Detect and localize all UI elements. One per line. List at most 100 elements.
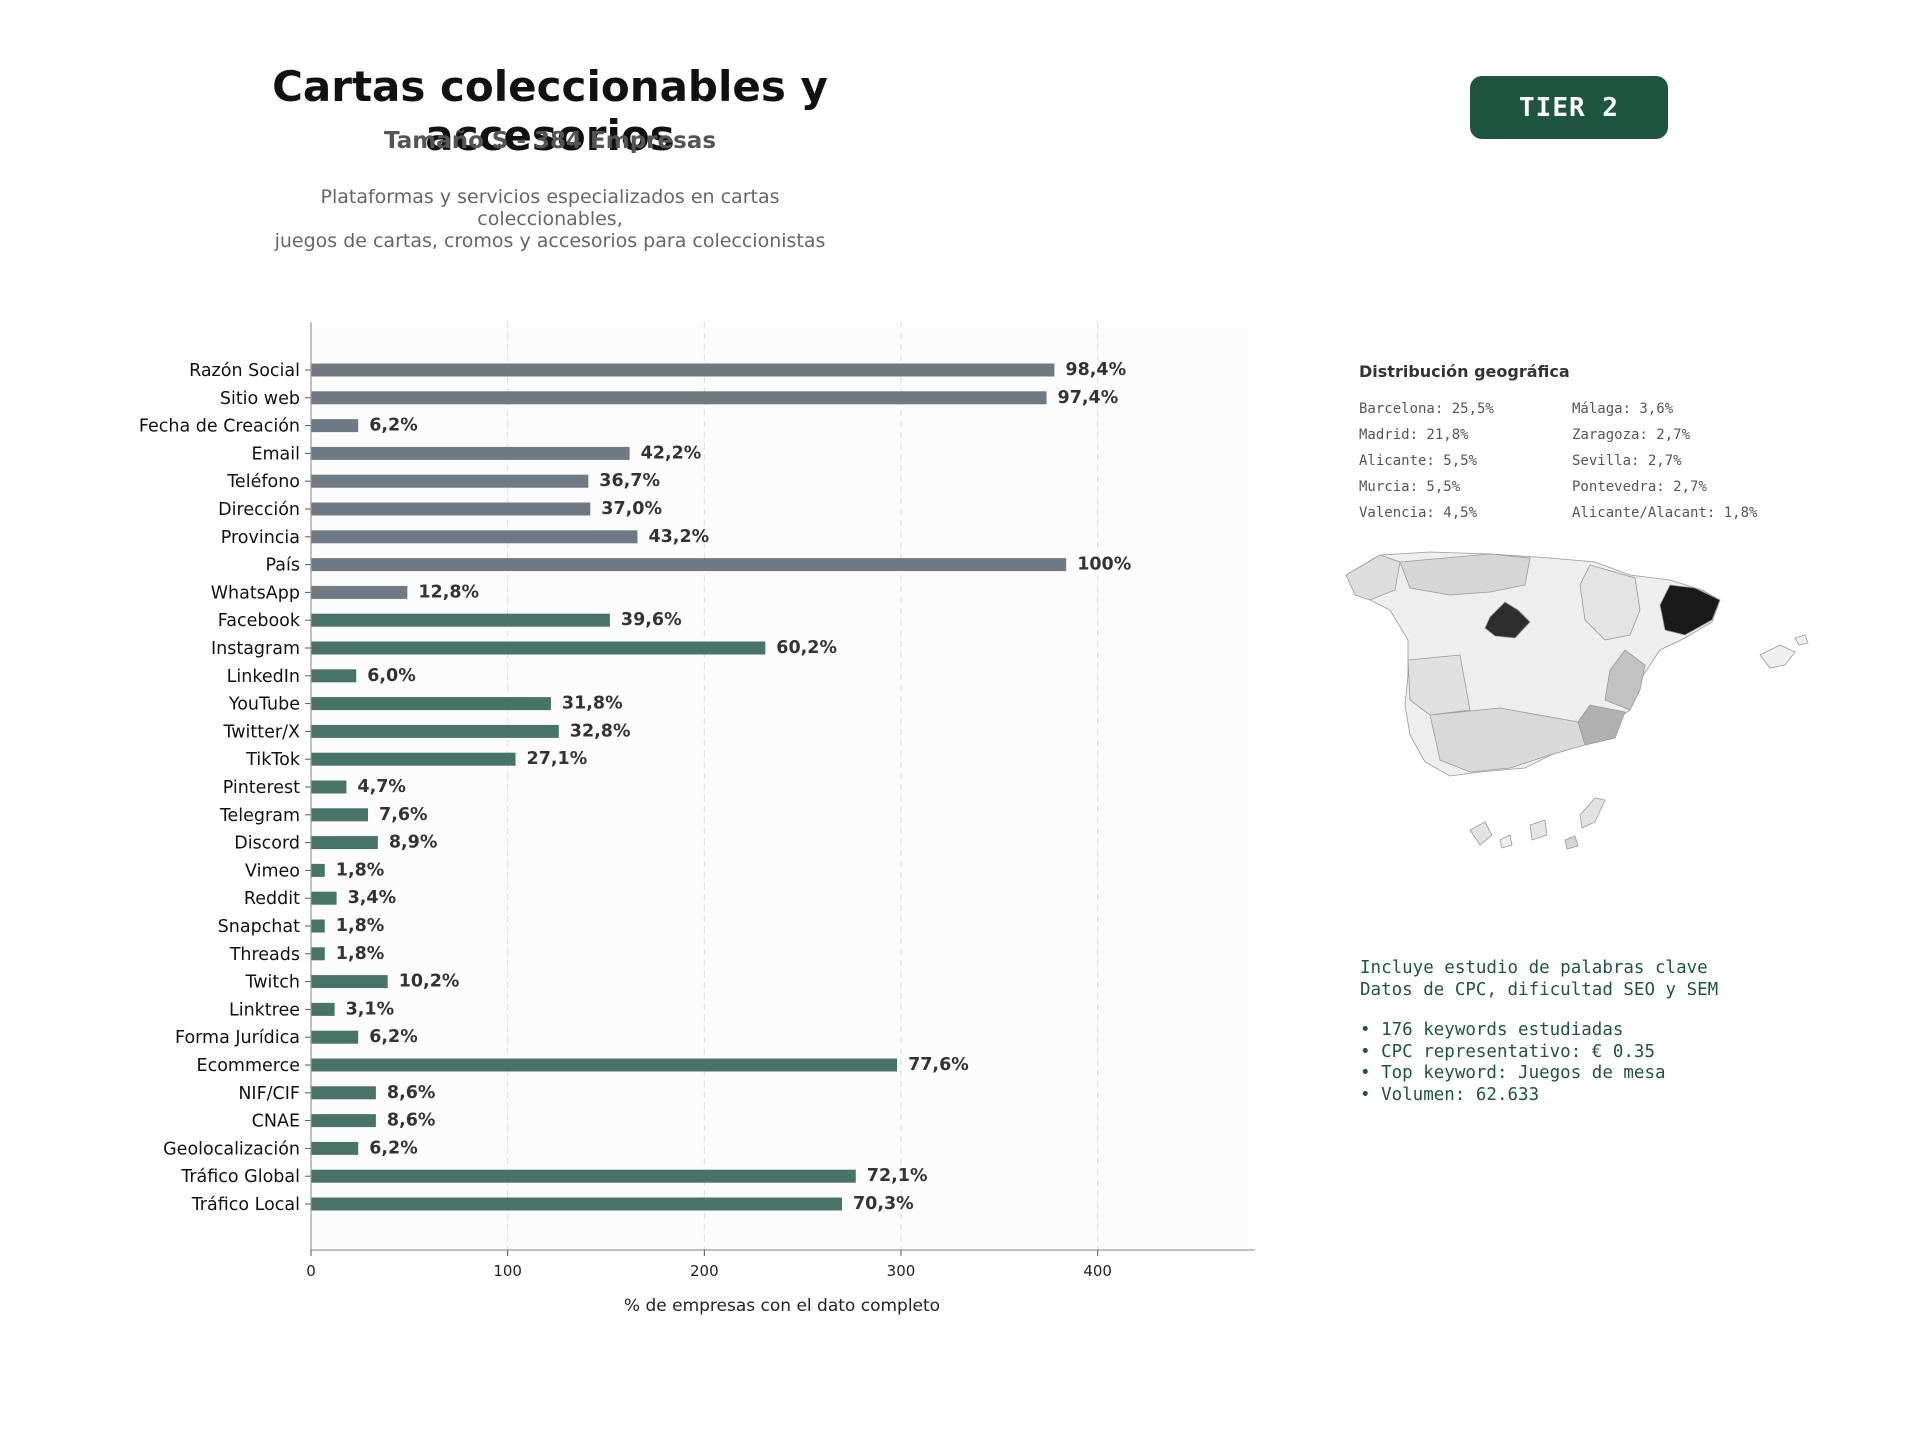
bar-value-label: 8,6% xyxy=(387,1083,436,1103)
y-tick-label: Reddit xyxy=(244,889,300,909)
bar xyxy=(311,1058,898,1072)
x-tick-label: 200 xyxy=(690,1262,719,1280)
bar-value-label: 43,2% xyxy=(648,527,709,547)
bar-value-label: 7,6% xyxy=(379,805,428,825)
bar xyxy=(311,363,1055,377)
bar-value-label: 39,6% xyxy=(621,610,682,630)
bar xyxy=(311,752,516,766)
bar-value-label: 27,1% xyxy=(527,749,588,769)
bar-value-label: 100% xyxy=(1077,555,1131,575)
geo-entry: Alicante: 5,5% xyxy=(1359,453,1478,469)
keyword-line: Datos de CPC, dificultad SEO y SEM xyxy=(1360,979,1719,1000)
geo-entry: Alicante/Alacant: 1,8% xyxy=(1572,505,1758,521)
y-tick-label: Tráfico Global xyxy=(180,1167,300,1187)
map-region-canary-2 xyxy=(1499,834,1513,849)
bar xyxy=(311,724,559,738)
plot-background xyxy=(310,322,1255,1250)
bar xyxy=(311,836,378,850)
x-tick-label: 400 xyxy=(1083,1262,1112,1280)
bar-value-label: 6,2% xyxy=(369,1138,418,1158)
y-tick-label: WhatsApp xyxy=(211,583,300,603)
bar-value-label: 60,2% xyxy=(776,638,837,658)
keyword-bullet: • Volumen: 62.633 xyxy=(1360,1084,1540,1105)
x-tick-label: 0 xyxy=(306,1262,316,1280)
bar xyxy=(311,613,610,627)
keyword-bullet: • 176 keywords estudiadas xyxy=(1360,1020,1624,1040)
page-description: Plataformas y servicios especializados e… xyxy=(260,186,840,252)
y-tick-label: Linktree xyxy=(229,1000,300,1020)
bar-value-label: 42,2% xyxy=(641,443,702,463)
bars: Razón Social 98,4% Sitio web 97,4% Fecha de … xyxy=(139,360,1131,1215)
bar xyxy=(311,919,325,933)
y-tick-label: Fecha de Creación xyxy=(139,417,300,437)
y-tick-label: Twitch xyxy=(244,973,300,993)
bar xyxy=(311,641,766,655)
bar-value-label: 72,1% xyxy=(867,1166,928,1186)
y-tick-label: Tráfico Local xyxy=(191,1195,300,1215)
bar-value-label: 77,6% xyxy=(908,1055,969,1075)
page-subtitle: Tamaño S - 384 Empresas xyxy=(383,128,717,154)
keyword-info: Incluye estudio de palabras clave Datos … xyxy=(1360,958,1718,1106)
bar-value-label: 8,6% xyxy=(387,1111,436,1131)
geo-title: Distribución geográfica xyxy=(1359,362,1570,381)
map-region-valencia xyxy=(1604,649,1646,711)
bar-value-label: 3,1% xyxy=(346,999,395,1019)
geo-entry: Madrid: 21,8% xyxy=(1359,427,1469,443)
map-region-canary-1 xyxy=(1469,821,1493,846)
y-tick-label: Forma Jurídica xyxy=(175,1028,300,1048)
geo-column-right: Málaga: 3,6% Zaragoza: 2,7% Sevilla: 2,7… xyxy=(1572,399,1757,529)
bar xyxy=(311,1086,376,1100)
bar xyxy=(311,1030,359,1044)
bar xyxy=(311,891,337,905)
map-region-canary-4 xyxy=(1579,797,1606,829)
map-region-canary-3 xyxy=(1529,819,1548,841)
x-ticks: 0 100 200 300 400 xyxy=(306,1250,1112,1280)
geo-entry: Sevilla: 2,7% xyxy=(1572,453,1682,469)
y-tick-label: NIF/CIF xyxy=(238,1084,300,1104)
geo-column-left: Barcelona: 25,5% Madrid: 21,8% Alicante:… xyxy=(1359,399,1494,529)
map-region-andalucia xyxy=(1429,707,1586,773)
y-tick-label: Discord xyxy=(234,834,300,854)
y-tick-label: Threads xyxy=(229,945,300,965)
bar xyxy=(311,780,347,794)
bar xyxy=(311,808,369,822)
bar-value-label: 1,8% xyxy=(336,916,385,936)
geo-entry: Barcelona: 25,5% xyxy=(1359,401,1494,417)
map-region-canary-5 xyxy=(1564,835,1579,850)
y-tick-label: País xyxy=(266,556,300,576)
bar xyxy=(311,558,1067,572)
bar xyxy=(311,585,408,599)
map-region-barcelona xyxy=(1659,584,1721,636)
y-tick-label: Facebook xyxy=(218,611,301,631)
bar-value-label: 98,4% xyxy=(1065,360,1126,380)
bar xyxy=(311,697,551,711)
x-axis-label: % de empresas con el dato completo xyxy=(624,1296,940,1316)
bar-value-label: 6,2% xyxy=(369,416,418,436)
bar xyxy=(311,669,357,683)
spain-map xyxy=(1345,551,1809,850)
bar-value-label: 31,8% xyxy=(562,694,623,714)
description-line: Plataformas y servicios especializados e… xyxy=(320,186,780,230)
bar-value-label: 6,0% xyxy=(367,666,416,686)
bar xyxy=(311,419,359,433)
map-region-extremadura xyxy=(1407,654,1471,716)
bar-value-label: 8,9% xyxy=(389,833,438,853)
y-tick-label: Email xyxy=(251,444,300,464)
bar-value-label: 4,7% xyxy=(357,777,406,797)
map-region-north xyxy=(1399,553,1531,596)
bar-value-label: 12,8% xyxy=(418,582,479,602)
y-tick-label: LinkedIn xyxy=(227,667,300,687)
geo-entry: Pontevedra: 2,7% xyxy=(1572,479,1707,495)
y-tick-label: Pinterest xyxy=(223,778,300,798)
bar xyxy=(311,863,325,877)
bar-value-label: 1,8% xyxy=(336,860,385,880)
geo-entry: Murcia: 5,5% xyxy=(1359,479,1461,495)
y-tick-label: CNAE xyxy=(252,1112,300,1132)
y-tick-label: Telegram xyxy=(219,806,300,826)
bar-value-label: 10,2% xyxy=(399,972,460,992)
map-region-balearic-small xyxy=(1794,634,1809,646)
y-tick-label: Provincia xyxy=(221,528,300,548)
page-title: Cartas coleccionables y accesorios xyxy=(272,62,828,160)
bar xyxy=(311,1002,335,1016)
